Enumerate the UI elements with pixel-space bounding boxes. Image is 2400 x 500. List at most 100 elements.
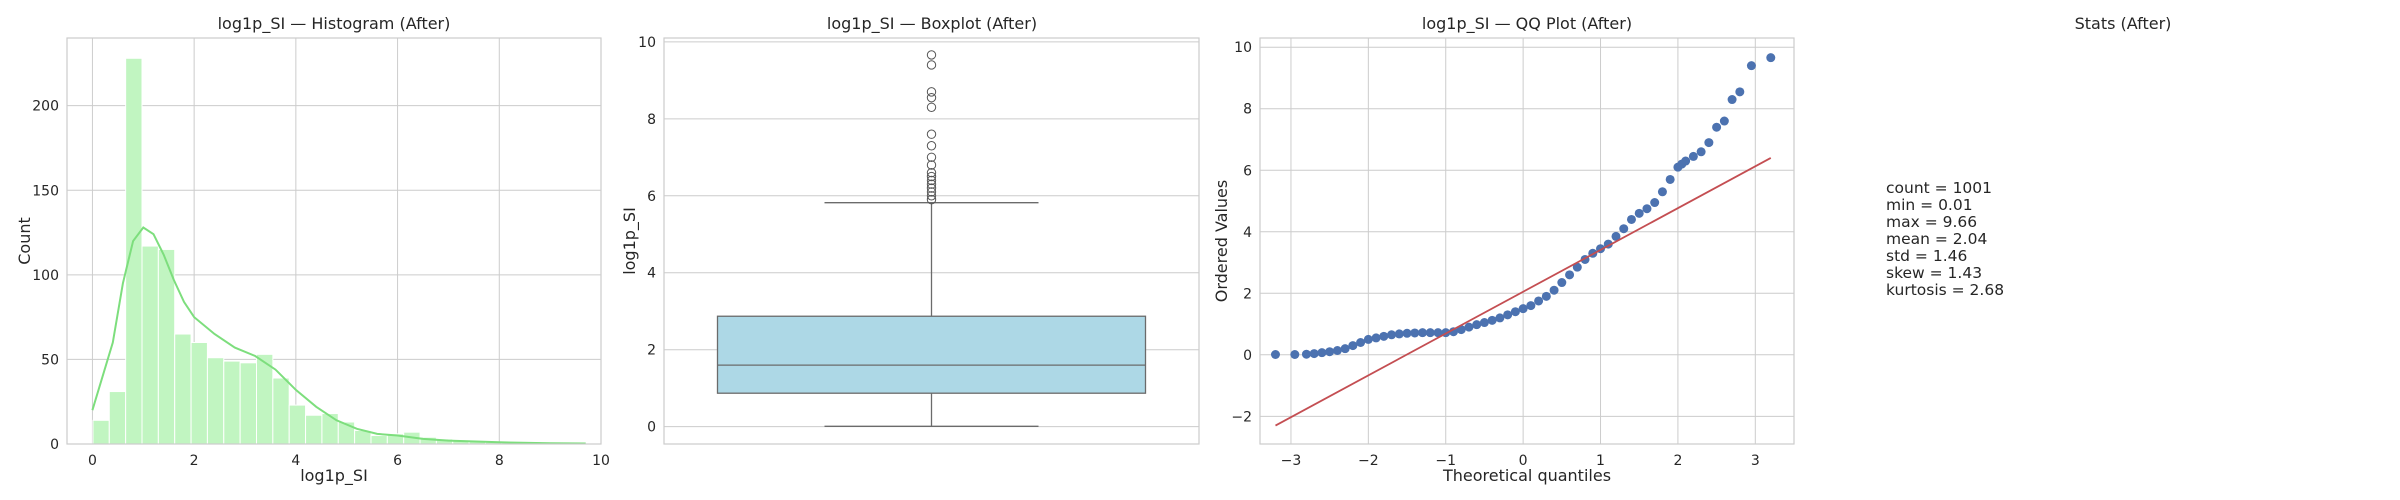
qq-plot-point [1549,285,1559,295]
boxplot-y-ticks: 0 2 4 6 8 10 [638,35,656,436]
qq-plot-point [1665,174,1675,184]
qq-plot-fit-line [1275,157,1772,427]
qq-plot-point [1402,328,1412,338]
qq-plot-point [1464,322,1474,332]
histogram-x-tick-label: 8 [495,453,504,469]
histogram-title: log1p_SI — Histogram (After) [218,14,451,34]
histogram-bar [141,245,159,445]
histogram-x-ticks: 0 2 4 6 8 10 [88,453,610,469]
boxplot-outlier-point [926,183,937,193]
histogram-x-tick-label: 6 [393,453,402,469]
qq-plot-point [1735,87,1745,97]
stats-line-mean: mean = 2.04 [1886,230,1987,248]
qq-plot-point [1619,224,1629,234]
boxplot-y-tick-label: 10 [638,35,656,51]
boxplot-outlier-point [926,152,937,162]
qq-plot-point [1642,204,1652,214]
qq-plot-x-tick-label: 2 [1673,453,1682,469]
qq-plot-point [1433,328,1443,338]
qq-plot-point [1534,296,1544,306]
qq-plot-point [1410,328,1420,338]
boxplot-y-tick-label: 8 [647,112,656,128]
qq-plot-point [1746,61,1756,71]
qq-plot-point [1526,301,1536,311]
boxplot-outlier-point [926,175,937,186]
histogram-bar [288,404,307,445]
boxplot-outlier-point [926,102,937,112]
qq-plot-point [1332,345,1342,355]
qq-plot-point [1394,329,1404,339]
boxplot-outlier-point [926,194,937,205]
stats-title: Stats (After) [2075,14,2172,33]
stats-line-min: min = 0.01 [1886,196,1973,214]
boxplot-frame [663,37,1200,445]
boxplot-outlier-point [926,141,937,151]
boxplot-y-tick-label: 4 [647,266,656,282]
qq-plot-point [1340,344,1350,354]
boxplot-outlier-point [926,160,937,170]
histogram-bar [305,414,323,445]
histogram-x-axis-label: log1p_SI [300,466,368,486]
histogram-bar [92,419,110,445]
qq-plot-x-tick-label: 0 [1519,453,1528,469]
qq-plot-point [1301,349,1311,359]
histogram-bar [321,413,339,445]
qq-plot-point [1572,262,1582,272]
qq-plot-y-tick-label: 10 [1234,40,1252,56]
boxplot-y-tick-label: 6 [647,189,656,205]
histogram-y-axis-label: Count [15,217,34,265]
qq-plot-x-tick-label: 3 [1751,453,1760,469]
boxplot-outlier-point [926,191,937,201]
qq-plot-point [1472,320,1482,330]
qq-plot-x-tick-label: 1 [1596,453,1605,469]
qq-plot-x-tick-label: −3 [1281,453,1302,469]
qq-plot-point [1317,348,1327,358]
histogram-bar [190,342,208,445]
histogram-bar [239,362,257,445]
stats-line-max: max = 9.66 [1886,213,1977,231]
qq-plot-point [1503,310,1513,320]
stats-line-std: std = 1.46 [1886,247,1967,265]
histogram-bar [125,57,143,445]
qq-plot-point [1719,116,1729,126]
qq-plot-point [1387,330,1397,340]
qq-plot-x-axis-label: Theoretical quantiles [1442,466,1611,485]
qq-plot-point [1626,214,1636,224]
qq-plot-point [1379,331,1389,341]
qq-plot-point [1681,156,1691,166]
histogram-bar [223,360,241,445]
qq-plot-point [1363,334,1373,344]
histogram-y-tick-label: 50 [41,352,59,368]
stats-panel: Stats (After) count = 1001 min = 0.01 ma… [1886,14,2171,299]
boxplot-outlier-point [926,179,937,189]
qq-plot-point [1290,349,1300,359]
qq-plot-point [1696,147,1706,157]
histogram-bar [272,377,290,445]
histogram-y-tick-label: 100 [32,268,59,284]
qq-plot-title: log1p_SI — QQ Plot (After) [1422,14,1632,34]
qq-plot-point [1712,122,1722,132]
qq-plot-point [1688,151,1698,161]
histogram-panel: log1p_SI — Histogram (After) 0 2 4 6 8 10 0 50… [15,14,610,486]
qq-plot-point [1479,318,1489,328]
qq-plot-y-tick-label: 6 [1243,163,1252,179]
qq-plot-y-tick-label: 2 [1243,286,1252,302]
qq-plot-point [1657,187,1667,197]
qq-plot-point [1270,349,1280,359]
qq-plot-y-tick-label: 8 [1243,102,1252,118]
boxplot-outliers [926,50,937,205]
qq-plot-y-tick-label: 4 [1243,225,1252,241]
boxplot-y-tick-label: 2 [647,343,656,359]
histogram-bar [174,333,192,445]
qq-plot-point [1448,327,1458,337]
qq-plot-x-tick-label: −1 [1435,453,1456,469]
qq-plot-point [1371,333,1381,343]
qq-plot-point [1325,347,1335,357]
qq-plot-point [1425,328,1435,338]
qq-plot-point [1557,278,1567,288]
histogram-y-tick-label: 150 [32,183,59,199]
qq-plot-y-axis-label: Ordered Values [1212,180,1231,302]
qq-plot-point [1727,95,1737,105]
stats-line-skew: skew = 1.43 [1886,264,1982,282]
boxplot-elements [716,202,1147,427]
